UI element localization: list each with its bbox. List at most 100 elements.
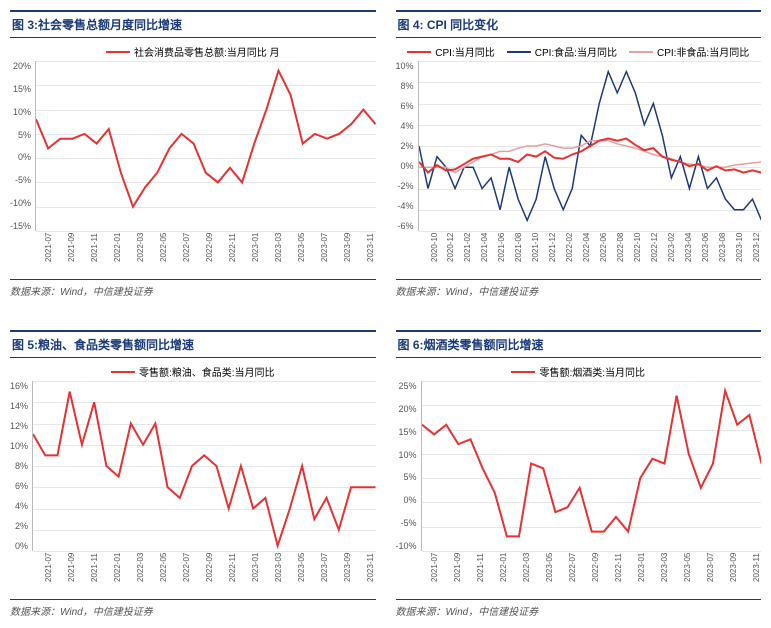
y-tick: 0% (404, 495, 417, 505)
y-tick: -4% (398, 201, 414, 211)
x-tick: 2023-04 (684, 233, 693, 277)
legend: 零售额:烟酒类:当月同比 (396, 358, 762, 381)
y-tick: -5% (401, 518, 417, 528)
y-tick: 6% (401, 101, 414, 111)
legend-label: CPI:非食品:当月同比 (657, 44, 749, 59)
y-tick: 0% (401, 161, 414, 171)
x-tick: 2023-03 (660, 553, 669, 597)
series-line (33, 392, 375, 546)
x-tick: 2023-11 (366, 553, 375, 597)
legend-swatch (111, 371, 135, 373)
x-tick: 2023-07 (320, 233, 329, 277)
y-tick: -10% (10, 198, 31, 208)
source-label: 数据来源：Wind，中信建投证券 (396, 279, 762, 298)
x-tick: 2022-12 (650, 233, 659, 277)
line-svg (33, 381, 375, 551)
x-tick: 2023-09 (343, 233, 352, 277)
y-tick: 2% (15, 521, 28, 531)
x-tick: 2022-04 (582, 233, 591, 277)
series-line (422, 391, 761, 537)
x-tick: 2022-05 (159, 233, 168, 277)
y-tick: 16% (10, 381, 28, 391)
y-axis: 16%14%12%10%8%6%4%2%0% (10, 381, 32, 551)
x-tick: 2022-10 (633, 233, 642, 277)
x-tick: 2022-05 (159, 553, 168, 597)
y-tick: 4% (401, 121, 414, 131)
x-tick: 2021-11 (476, 553, 485, 597)
x-tick: 2023-05 (545, 553, 554, 597)
y-tick: 20% (13, 61, 31, 71)
legend-item: CPI:食品:当月同比 (507, 44, 617, 59)
y-tick: -15% (10, 221, 31, 231)
x-tick: 2021-11 (90, 553, 99, 597)
x-tick: 2022-09 (591, 553, 600, 597)
y-axis: 20%15%10%5%0%-5%-10%-15% (10, 61, 35, 231)
gridline (33, 551, 375, 552)
x-tick: 2023-03 (274, 233, 283, 277)
y-tick: -6% (398, 221, 414, 231)
x-tick: 2023-06 (701, 233, 710, 277)
y-tick: 15% (399, 427, 417, 437)
chart-area: 25%20%15%10%5%0%-5%-10% (396, 381, 762, 551)
line-svg (422, 381, 761, 551)
x-tick: 2021-10 (531, 233, 540, 277)
x-tick: 2022-11 (228, 553, 237, 597)
x-tick: 2021-11 (90, 233, 99, 277)
x-tick: 2021-08 (514, 233, 523, 277)
gridline (419, 231, 761, 232)
y-tick: 10% (10, 441, 28, 451)
x-tick: 2021-09 (453, 553, 462, 597)
x-tick: 2022-03 (522, 553, 531, 597)
chart-panel-c5: 图 5:粮油、食品类零售额同比增速零售额:粮油、食品类:当月同比16%14%12… (10, 330, 376, 618)
x-tick: 2023-03 (274, 553, 283, 597)
y-tick: 20% (399, 404, 417, 414)
y-tick: 8% (401, 81, 414, 91)
legend-label: CPI:食品:当月同比 (535, 44, 617, 59)
x-tick: 2023-05 (297, 233, 306, 277)
series-line (36, 71, 375, 207)
legend-item: 社会消费品零售总额:当月同比 月 (106, 44, 280, 59)
x-axis: 2021-072021-092021-112022-012022-032022-… (10, 553, 376, 597)
chart-title: 图 4: CPI 同比变化 (396, 10, 762, 38)
x-tick: 2023-11 (366, 233, 375, 277)
chart-title: 图 6:烟酒类零售额同比增速 (396, 330, 762, 358)
y-tick: 0% (15, 541, 28, 551)
y-tick: 2% (401, 141, 414, 151)
x-tick: 2023-05 (683, 553, 692, 597)
x-tick: 2021-07 (44, 553, 53, 597)
legend-swatch (629, 51, 653, 53)
legend-swatch (507, 51, 531, 53)
y-tick: 10% (399, 450, 417, 460)
x-tick: 2023-01 (637, 553, 646, 597)
legend: 社会消费品零售总额:当月同比 月 (10, 38, 376, 61)
gridline (422, 551, 761, 552)
y-tick: 5% (18, 130, 31, 140)
y-tick: 10% (13, 107, 31, 117)
x-tick: 2022-09 (205, 233, 214, 277)
x-tick: 2020-12 (446, 233, 455, 277)
plot (421, 381, 761, 551)
legend-swatch (407, 51, 431, 53)
x-tick: 2021-12 (548, 233, 557, 277)
y-axis: 25%20%15%10%5%0%-5%-10% (396, 381, 421, 551)
x-tick: 2023-09 (729, 553, 738, 597)
y-tick: 5% (404, 472, 417, 482)
x-tick: 2023-01 (251, 553, 260, 597)
x-tick: 2023-01 (251, 233, 260, 277)
x-tick: 2023-05 (297, 553, 306, 597)
source-label: 数据来源：Wind，中信建投证券 (396, 599, 762, 618)
legend-swatch (511, 371, 535, 373)
x-tick: 2022-06 (599, 233, 608, 277)
x-tick: 2021-09 (67, 553, 76, 597)
legend-item: CPI:当月同比 (407, 44, 494, 59)
legend-item: CPI:非食品:当月同比 (629, 44, 749, 59)
legend-swatch (106, 51, 130, 53)
plot (418, 61, 761, 231)
y-tick: 15% (13, 84, 31, 94)
y-tick: 8% (15, 461, 28, 471)
y-tick: 6% (15, 481, 28, 491)
x-tick: 2023-12 (752, 233, 761, 277)
chart-area: 16%14%12%10%8%6%4%2%0% (10, 381, 376, 551)
x-tick: 2022-07 (182, 233, 191, 277)
legend-label: 零售额:烟酒类:当月同比 (539, 364, 645, 379)
